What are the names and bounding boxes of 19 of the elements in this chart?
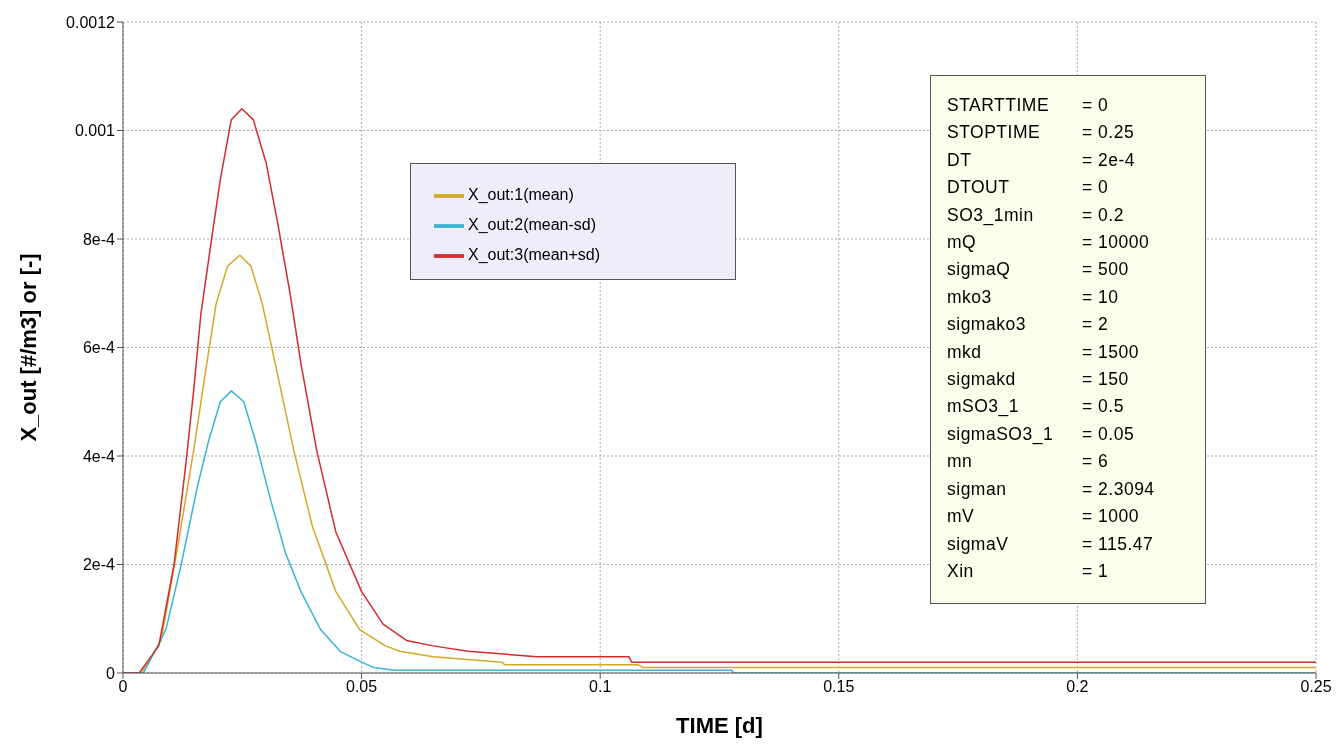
legend-label: X_out:3(mean+sd) [468,246,601,264]
y-tick-label: 6e-4 [82,339,116,357]
legend-label: X_out:1(mean) [468,186,574,204]
y-tick-label: 0 [106,664,116,682]
y-tick-label: 8e-4 [82,230,116,248]
y-tick-label: 4e-4 [82,447,116,465]
x-axis-title: TIME [d] [676,713,763,738]
x-tick-label: 0.05 [346,678,378,696]
x-tick-label: 0.2 [1066,678,1089,696]
y-tick-label: 0.001 [74,122,116,140]
y-tick-label: 0.0012 [66,13,116,31]
parameter-panel: STARTTIME = 0 STOPTIME = 0.25 DT = 2e-4 DTOUT = 0 SO3_1min = 0.2 mQ = 10000 sigmaQ = 500 mko3 = 10 sigmako3 = 2 mkd = 1500 sigmakd = 150 mSO3_1 = 0.5 sigmaSO3_1 = 0.05 mn = 6 sigman = 2.3094 mV = 1000 sigmaV = 115.47 Xin = 1 [930,75,1206,605]
legend-label: X_out:2(mean-sd) [468,216,597,234]
y-tick-label: 2e-4 [82,556,116,574]
x-tick-label: 0.25 [1300,678,1332,696]
x-tick-label: 0.1 [589,678,612,696]
x-tick-label: 0 [118,678,128,696]
y-axis-title: X_out [#/m3] or [-] [15,253,41,442]
x-tick-label: 0.15 [823,678,855,696]
